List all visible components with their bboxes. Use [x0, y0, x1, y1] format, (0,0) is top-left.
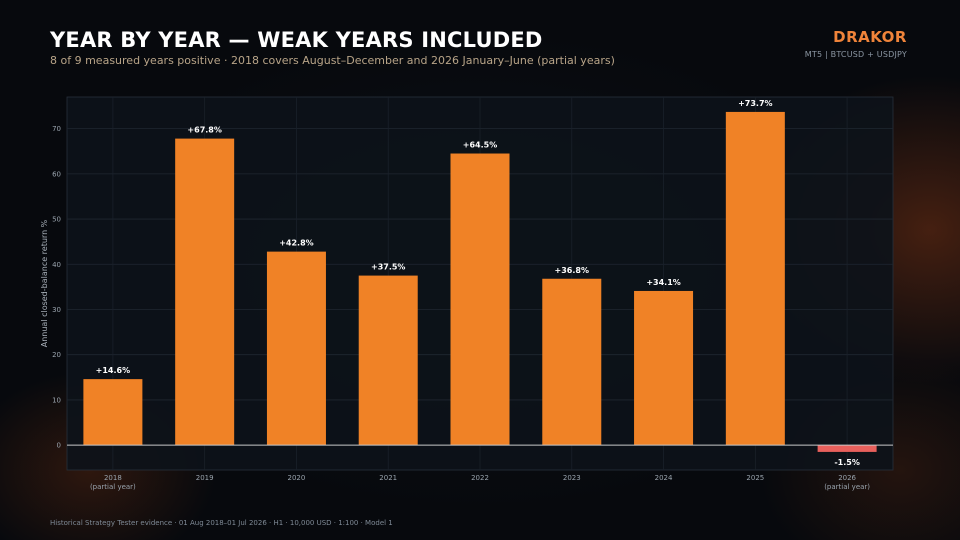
bar: [542, 278, 602, 446]
x-tick-note: (partial year): [90, 483, 136, 491]
data-label: +14.6%: [96, 366, 130, 375]
bar: [634, 290, 694, 446]
data-label: +36.8%: [555, 266, 589, 275]
page-title: YEAR BY YEAR — WEAK YEARS INCLUDED: [50, 28, 543, 52]
y-tick-label: 50: [52, 216, 61, 224]
x-tick-label: 2019: [196, 474, 214, 482]
x-tick-label: 2023: [563, 474, 581, 482]
y-tick-label: 10: [52, 396, 61, 404]
page-subtitle: 8 of 9 measured years positive · 2018 co…: [50, 54, 615, 67]
y-tick-label: 30: [52, 306, 61, 314]
brand-logo: DRAKOR: [833, 28, 907, 46]
y-tick-label: 60: [52, 170, 61, 178]
x-tick-label: 2021: [379, 474, 397, 482]
data-label: +42.8%: [279, 239, 313, 248]
data-label: +67.8%: [187, 126, 221, 135]
footer-note: Historical Strategy Tester evidence · 01…: [50, 519, 393, 527]
bar: [450, 153, 510, 446]
y-tick-label: 70: [52, 125, 61, 133]
data-label: -1.5%: [834, 458, 860, 467]
y-tick-label: 40: [52, 261, 61, 269]
bar: [725, 111, 785, 446]
y-tick-label: 20: [52, 351, 61, 359]
data-label: +34.1%: [646, 278, 680, 287]
x-tick-note: (partial year): [824, 483, 870, 491]
bar: [817, 445, 877, 452]
x-tick-label: 2025: [746, 474, 764, 482]
data-label: +64.5%: [463, 141, 497, 150]
x-tick-label: 2026: [838, 474, 856, 482]
x-tick-label: 2022: [471, 474, 489, 482]
y-tick-label: 0: [57, 442, 61, 450]
bar: [83, 379, 143, 446]
data-label: +37.5%: [371, 263, 405, 272]
x-tick-label: 2020: [288, 474, 306, 482]
y-axis-label: Annual closed-balance return %: [40, 219, 49, 347]
bar: [266, 251, 326, 446]
x-tick-label: 2018: [104, 474, 122, 482]
bar: [358, 275, 418, 446]
x-tick-label: 2024: [655, 474, 673, 482]
brand-tagline: MT5 | BTCUSD + USDJPY: [804, 50, 907, 59]
bar: [175, 138, 235, 446]
data-label: +73.7%: [738, 99, 772, 108]
